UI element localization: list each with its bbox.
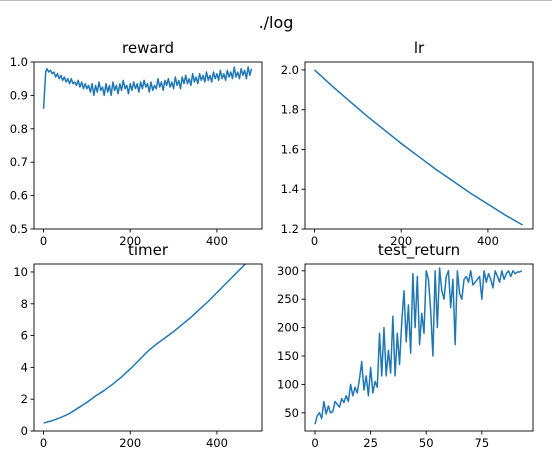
- ytick-label-lr-1: 1.4: [281, 182, 299, 196]
- xtick-label-timer-0: 0: [40, 436, 47, 450]
- ytick-label-reward-1: 0.6: [10, 189, 28, 203]
- subplot-reward: reward 0 200 400 0.5 0.6 0.7 0.8 0.9 1.0: [10, 39, 263, 248]
- xtick-label-test-return-3: 75: [475, 436, 490, 450]
- ytick-label-timer-0: 0: [21, 424, 28, 438]
- ytick-label-lr-0: 1.2: [281, 222, 299, 236]
- plot-area-test-return: 0 25 50 75 50 100 150 200 250 300: [277, 263, 534, 450]
- subplot-title-lr: lr: [414, 39, 425, 57]
- ytick-label-test-return-2: 150: [277, 349, 299, 363]
- ytick-label-reward-3: 0.8: [10, 122, 28, 136]
- xtick-label-reward-2: 400: [206, 234, 228, 248]
- subplot-title-reward: reward: [122, 39, 174, 57]
- plot-area-lr: 0 200 400 1.2 1.4 1.6 1.8 2.0: [281, 61, 534, 248]
- xtick-label-timer-1: 200: [119, 436, 141, 450]
- subplot-test-return: 0 25 50 75 50 100 150 200 250 300 test_return: [277, 241, 534, 450]
- window-top-border: [0, 0, 552, 1]
- xtick-label-reward-1: 200: [119, 234, 141, 248]
- ytick-label-timer-4: 8: [21, 297, 28, 311]
- xtick-label-reward-0: 0: [40, 234, 47, 248]
- ytick-label-reward-4: 0.9: [10, 88, 28, 102]
- axes-frame-lr: [304, 61, 534, 230]
- ytick-label-timer-1: 2: [21, 392, 28, 406]
- axes-frame-test-return: [304, 263, 534, 432]
- ytick-label-timer-2: 4: [21, 360, 28, 374]
- ytick-label-test-return-0: 50: [284, 406, 299, 420]
- subplot-title-test-return: test_return: [378, 241, 460, 260]
- xtick-label-lr-0: 0: [311, 234, 318, 248]
- axes-frame-reward: [33, 61, 263, 230]
- ytick-label-test-return-1: 100: [277, 377, 299, 391]
- xtick-label-test-return-2: 50: [419, 436, 434, 450]
- subplot-timer: 0 200 400 0 2 4 6 8 10 timer: [13, 241, 263, 450]
- ytick-label-lr-4: 2.0: [281, 63, 299, 77]
- xtick-label-test-return-0: 0: [311, 436, 318, 450]
- ytick-label-test-return-4: 250: [277, 292, 299, 306]
- ytick-label-reward-5: 1.0: [10, 55, 28, 69]
- xtick-label-test-return-1: 25: [363, 436, 378, 450]
- series-line-lr: [314, 69, 523, 226]
- series-line-test-return: [314, 267, 523, 425]
- subplot-lr: lr 0 200 400 1.2 1.4 1.6 1.8 2.0: [281, 39, 534, 248]
- xtick-label-lr-2: 400: [477, 234, 499, 248]
- series-line-timer: [43, 264, 247, 424]
- ytick-label-test-return-3: 200: [277, 321, 299, 335]
- ytick-label-test-return-5: 300: [277, 264, 299, 278]
- figure-suptitle: ./log: [259, 13, 294, 32]
- xtick-label-lr-1: 200: [390, 234, 412, 248]
- plot-area-reward: 0 200 400 0.5 0.6 0.7 0.8 0.9 1.0: [10, 55, 263, 248]
- axes-frame-timer: [33, 263, 263, 432]
- subplot-title-timer: timer: [128, 241, 169, 259]
- series-line-reward: [42, 66, 253, 109]
- ytick-label-reward-2: 0.7: [10, 155, 28, 169]
- ytick-label-lr-3: 1.8: [281, 103, 299, 117]
- ytick-label-timer-5: 10: [13, 265, 28, 279]
- ytick-label-lr-2: 1.6: [281, 142, 299, 156]
- ytick-label-reward-0: 0.5: [10, 222, 28, 236]
- plot-area-timer: 0 200 400 0 2 4 6 8 10: [13, 263, 263, 450]
- xtick-label-timer-2: 400: [206, 436, 228, 450]
- ytick-label-timer-3: 6: [21, 329, 28, 343]
